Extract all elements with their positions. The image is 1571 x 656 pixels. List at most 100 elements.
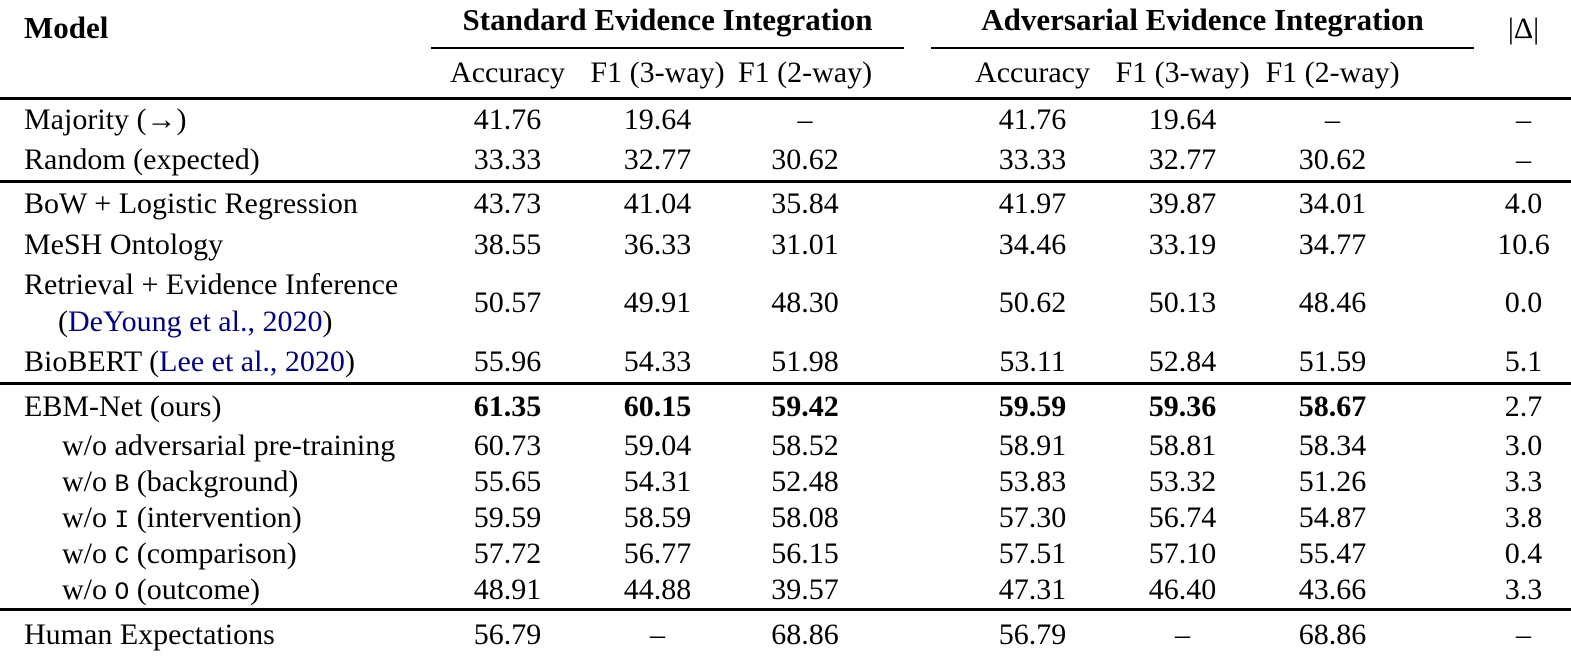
cell-value: 50.62 <box>998 286 1067 319</box>
cell-value: 39.57 <box>771 573 839 606</box>
row-label: BioBERT (Lee et al., 2020) <box>24 344 355 378</box>
column-gap <box>1410 140 1476 182</box>
cell-value: – <box>1255 97 1411 140</box>
column-gap <box>1410 341 1476 384</box>
cell-delta: – <box>1476 97 1571 140</box>
row-label: w/o adversarial pre-training <box>62 429 396 462</box>
adversarial-group-header: Adversarial Evidence Integration <box>931 0 1475 49</box>
cell-value: 47.31 <box>998 573 1067 606</box>
row-label: w/o B (background) <box>62 465 299 499</box>
cell-value: 54.87 <box>1298 501 1367 534</box>
cell-value: 53.83 <box>998 465 1067 498</box>
cell-value: 33.33 <box>998 143 1067 176</box>
cell-value: 19.64 <box>1110 97 1256 140</box>
cell-value: 51.26 <box>1298 465 1367 498</box>
cell-value: 33.33 <box>473 143 542 176</box>
column-gap <box>880 180 956 224</box>
column-gap <box>880 0 956 100</box>
column-gap <box>880 265 955 341</box>
table-row-human: Human Expectations 56.79 – 68.86 56.79 –… <box>0 608 1571 656</box>
table-row-mesh: MeSH Ontology 38.55 36.33 31.01 34.46 33… <box>0 224 1571 265</box>
column-gap <box>1410 224 1476 265</box>
table-row-wo-intervention: w/o I (intervention) 59.59 58.59 58.08 5… <box>0 500 1571 536</box>
column-gap <box>1410 536 1476 572</box>
cell-value: 53.32 <box>1148 465 1217 498</box>
adversarial-group-rule: Adversarial Evidence Integration <box>931 0 1475 49</box>
cell-value: 55.47 <box>1298 537 1367 570</box>
cell-value: 33.19 <box>1148 227 1217 261</box>
cell-value: 41.04 <box>585 180 730 224</box>
column-gap <box>1410 265 1476 341</box>
cell-value: 60.73 <box>473 429 542 462</box>
cell-value: 34.01 <box>1255 180 1411 224</box>
cell-value: 58.52 <box>771 429 839 462</box>
cell-value: 34.46 <box>998 227 1067 261</box>
cell-value: 54.33 <box>623 344 692 378</box>
column-gap <box>1410 428 1476 464</box>
column-gap <box>1410 500 1476 536</box>
column-gap <box>880 140 955 182</box>
picos-letter: B <box>114 472 130 499</box>
column-gap <box>880 382 956 428</box>
row-label: w/o O (outcome) <box>62 573 261 607</box>
cell-value: 54.31 <box>623 465 692 498</box>
cell-value: 58.34 <box>1298 429 1367 462</box>
cell-value: 46.40 <box>1148 573 1217 606</box>
cell-value: 57.51 <box>998 537 1067 570</box>
cell-value: 60.15 <box>585 382 730 428</box>
picos-letter: O <box>114 580 130 607</box>
row-label: w/o C (comparison) <box>62 537 297 571</box>
cell-value: 68.86 <box>730 608 881 656</box>
table-row-biobert: BioBERT (Lee et al., 2020) 55.96 54.33 5… <box>0 341 1571 384</box>
cell-value: 32.77 <box>623 143 692 176</box>
table-row-wo-outcome: w/o O (outcome) 48.91 44.88 39.57 47.31 … <box>0 572 1571 610</box>
table-row-wo-comparison: w/o C (comparison) 57.72 56.77 56.15 57.… <box>0 536 1571 572</box>
standard-group-header: Standard Evidence Integration <box>430 0 905 49</box>
cell-value: 44.88 <box>623 573 692 606</box>
citation-link[interactable]: DeYoung et al., 2020 <box>68 305 323 338</box>
cell-delta: – <box>1476 608 1571 656</box>
cell-value: 59.04 <box>623 429 692 462</box>
column-gap <box>880 428 955 464</box>
cell-value: 48.30 <box>771 286 839 319</box>
delta-column-header: |Δ| <box>1476 0 1571 100</box>
col-header-f1-3way-adv: F1 (3-way) <box>1110 49 1256 100</box>
row-label: MeSH Ontology <box>24 227 224 261</box>
table-row-wo-adversarial: w/o adversarial pre-training 60.73 59.04… <box>0 428 1571 464</box>
cell-value: 34.77 <box>1298 227 1367 261</box>
column-gap <box>880 97 956 140</box>
cell-delta: 5.1 <box>1504 344 1543 378</box>
cell-delta: 0.4 <box>1504 537 1543 570</box>
cell-value: – <box>730 97 881 140</box>
cell-value: 41.97 <box>955 180 1111 224</box>
cell-value: – <box>1110 608 1256 656</box>
cell-value: 43.73 <box>430 180 585 224</box>
table-row-ebmnet: EBM-Net (ours) 61.35 60.15 59.42 59.59 5… <box>0 382 1571 428</box>
cell-value: 58.08 <box>771 501 839 534</box>
cell-value: 19.64 <box>585 97 730 140</box>
cell-value: 53.11 <box>999 344 1066 378</box>
paren-open: ( <box>149 344 160 378</box>
picos-letter: C <box>114 544 130 571</box>
cell-value: 52.48 <box>771 465 839 498</box>
cell-value: 39.87 <box>1110 180 1256 224</box>
cell-value: 51.98 <box>771 344 839 378</box>
cell-value: 52.84 <box>1148 344 1217 378</box>
group-header-row: Model Standard Evidence Integration Adve… <box>0 0 1571 100</box>
cell-value: 56.79 <box>955 608 1111 656</box>
citation-link[interactable]: Lee et al., 2020 <box>159 344 345 378</box>
cell-delta: 3.3 <box>1504 465 1543 498</box>
cell-value: 58.91 <box>998 429 1067 462</box>
cell-value: 48.91 <box>473 573 542 606</box>
paren-open: ( <box>58 305 68 338</box>
standard-group-rule: Standard Evidence Integration <box>431 0 905 49</box>
table-row-retrieval: Retrieval + Evidence Inference (DeYoung … <box>0 265 1571 341</box>
column-gap <box>1410 382 1477 428</box>
paren-close: ) <box>344 344 355 378</box>
cell-value: 59.42 <box>730 382 881 428</box>
cell-value: 48.46 <box>1298 286 1367 319</box>
cell-delta: 0.0 <box>1504 286 1543 319</box>
paren-close: ) <box>322 305 333 338</box>
row-label: Majority (→) <box>0 97 430 140</box>
